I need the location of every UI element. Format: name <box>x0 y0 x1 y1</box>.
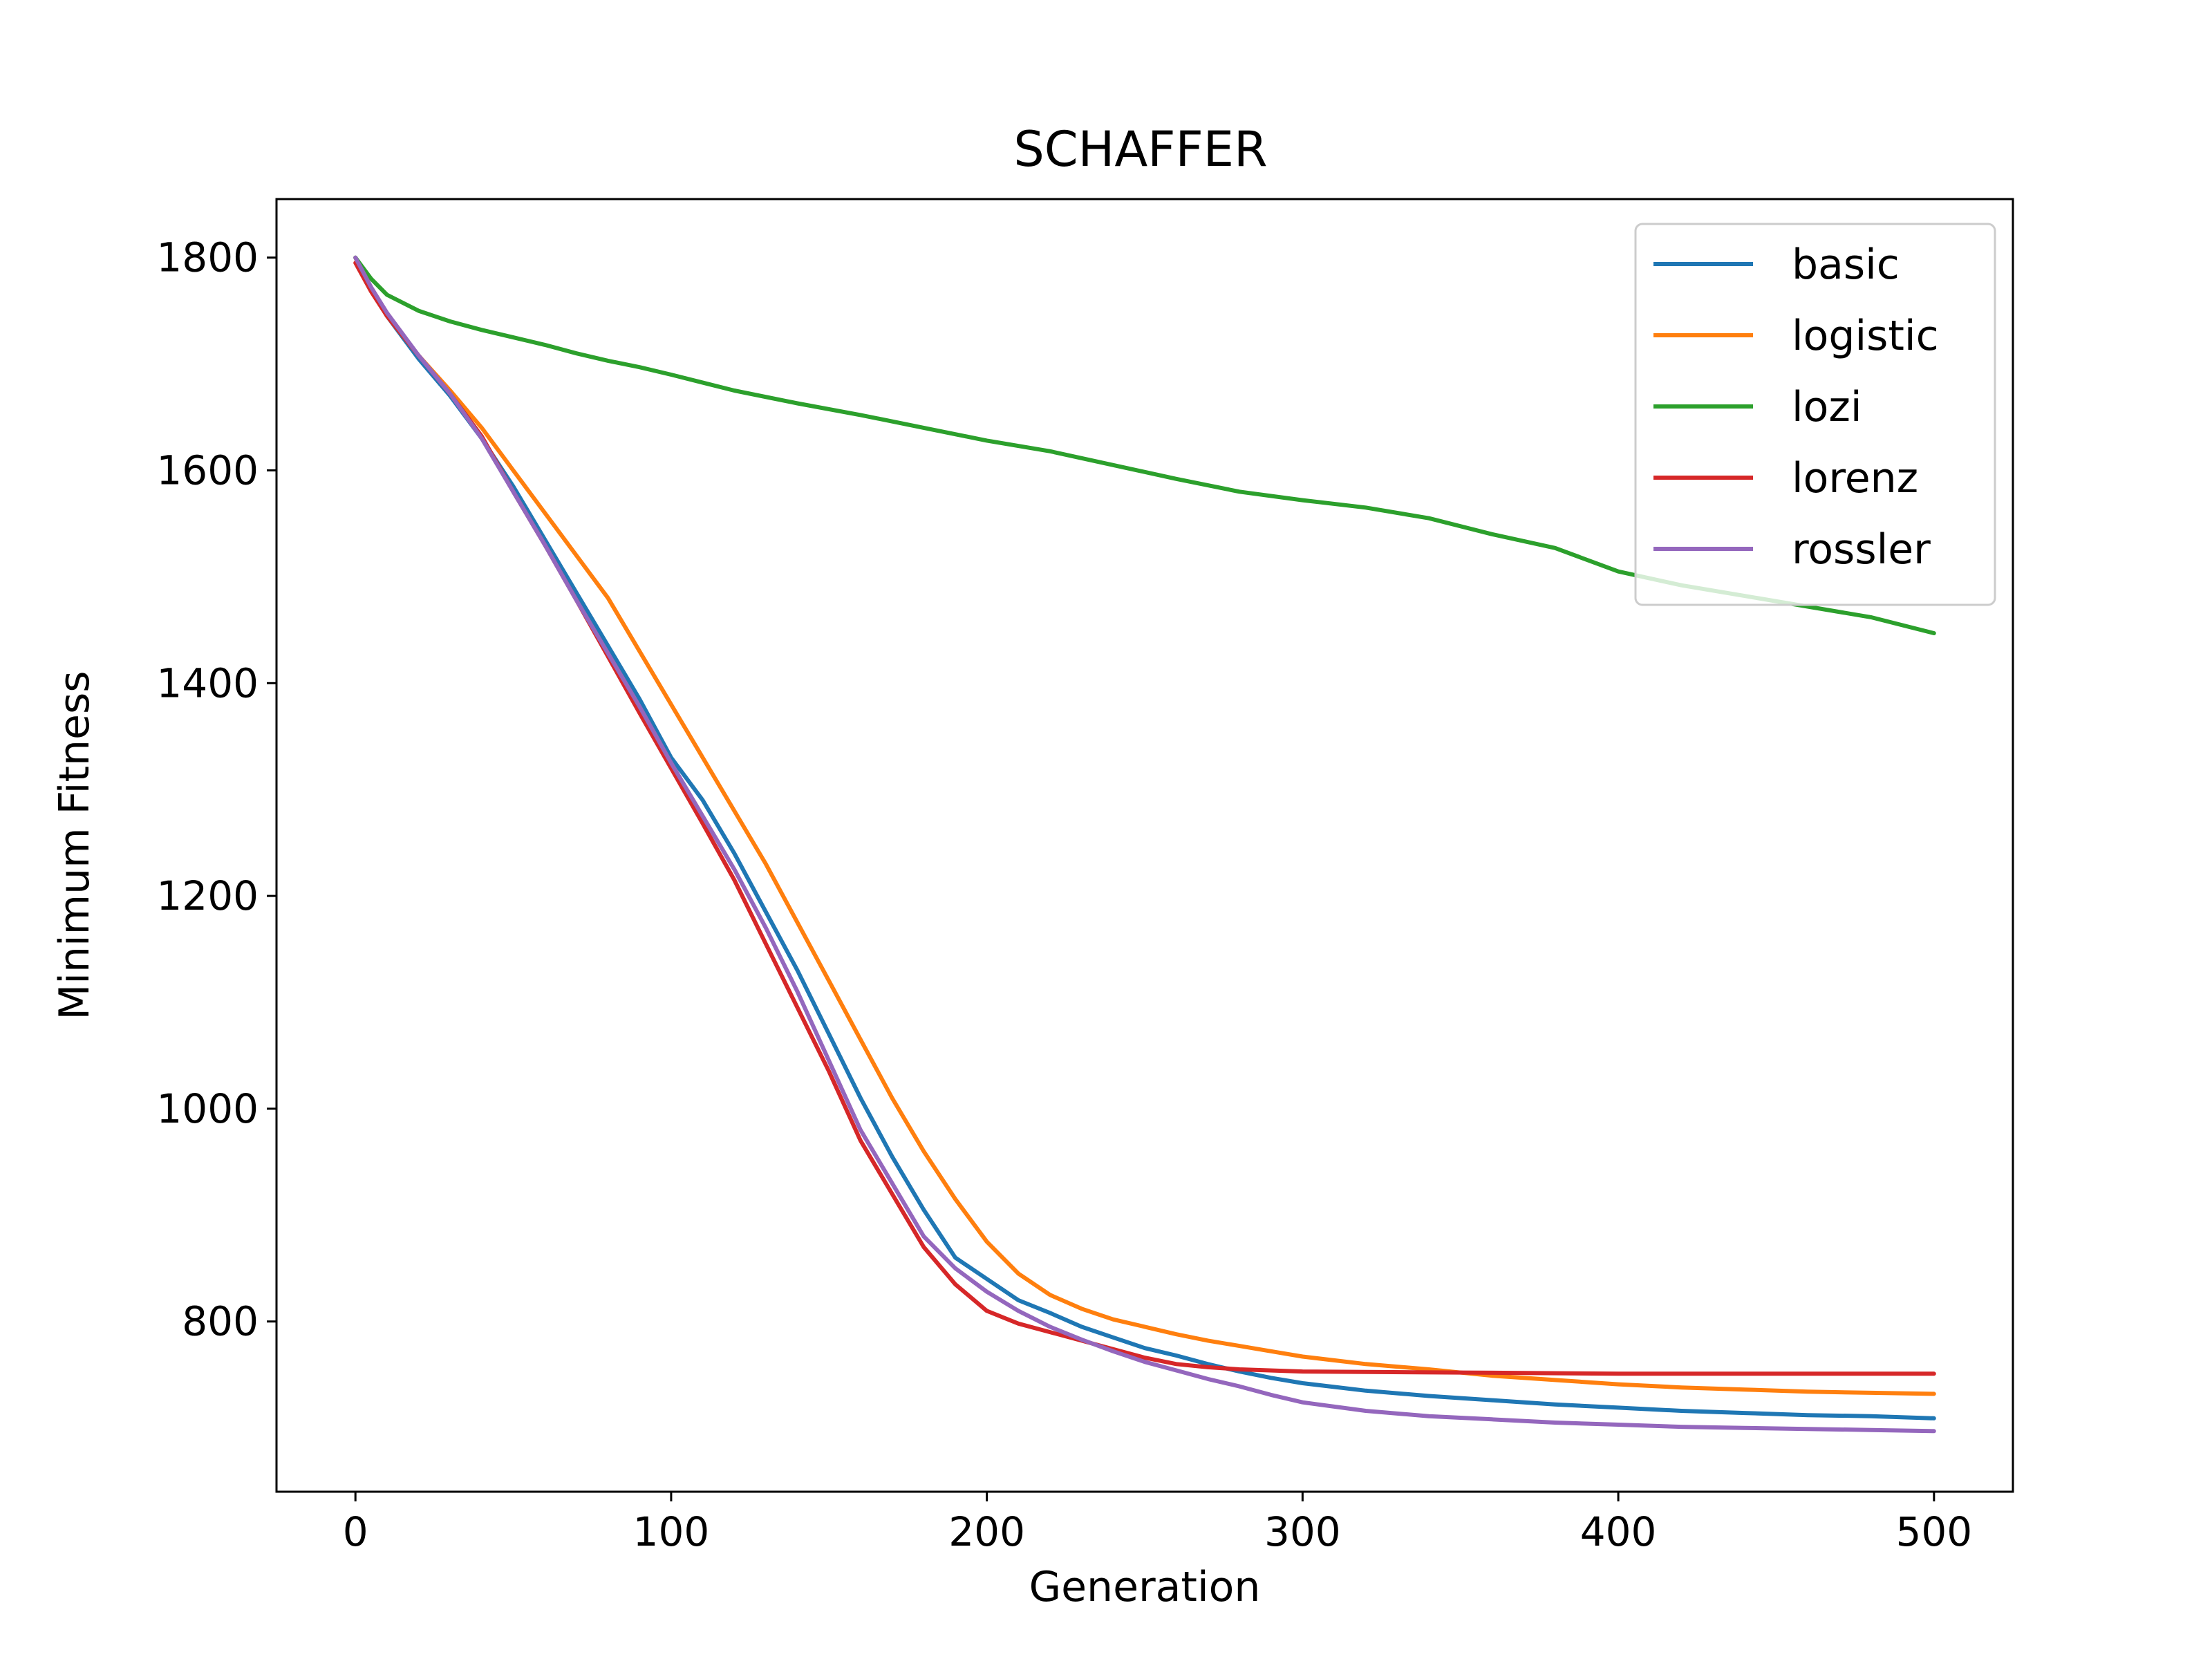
y-tick-label: 1600 <box>156 447 259 494</box>
legend-label-basic: basic <box>1792 241 1900 289</box>
series-line-basic <box>353 255 1936 1421</box>
x-tick-label: 400 <box>1580 1508 1657 1555</box>
series-layer <box>353 255 1936 1434</box>
x-axis-label: Generation <box>1029 1563 1261 1611</box>
legend-label-lorenz: lorenz <box>1792 454 1918 503</box>
chart-title: SCHAFFER <box>1013 121 1267 178</box>
series-line-rossler <box>353 255 1936 1434</box>
x-tick-label: 300 <box>1264 1508 1341 1555</box>
plot-frame <box>275 198 2014 1493</box>
legend-label-lozi: lozi <box>1792 383 1862 431</box>
x-tick-label: 0 <box>343 1508 368 1555</box>
x-tick-label: 100 <box>633 1508 710 1555</box>
y-tick-label: 1200 <box>156 872 259 919</box>
legend: basic logistic lozi lorenz rossler <box>1634 223 1996 606</box>
y-tick-label: 1000 <box>156 1085 259 1132</box>
axes-layer: 0 100 200 300 400 500 800 1000 1200 1400 1600 1800 <box>156 234 1972 1555</box>
y-axis-label: Minimum Fitness <box>50 671 99 1020</box>
y-tick-label: 800 <box>182 1298 259 1345</box>
x-tick-label: 200 <box>948 1508 1025 1555</box>
x-tick-label: 500 <box>1895 1508 1972 1555</box>
y-tick-label: 1400 <box>156 659 259 706</box>
legend-box <box>1634 223 1996 606</box>
legend-label-logistic: logistic <box>1792 312 1939 360</box>
series-line-logistic <box>353 255 1936 1396</box>
series-line-lozi <box>353 255 1936 635</box>
y-tick-label: 1800 <box>156 234 259 281</box>
legend-label-rossler: rossler <box>1792 525 1931 574</box>
